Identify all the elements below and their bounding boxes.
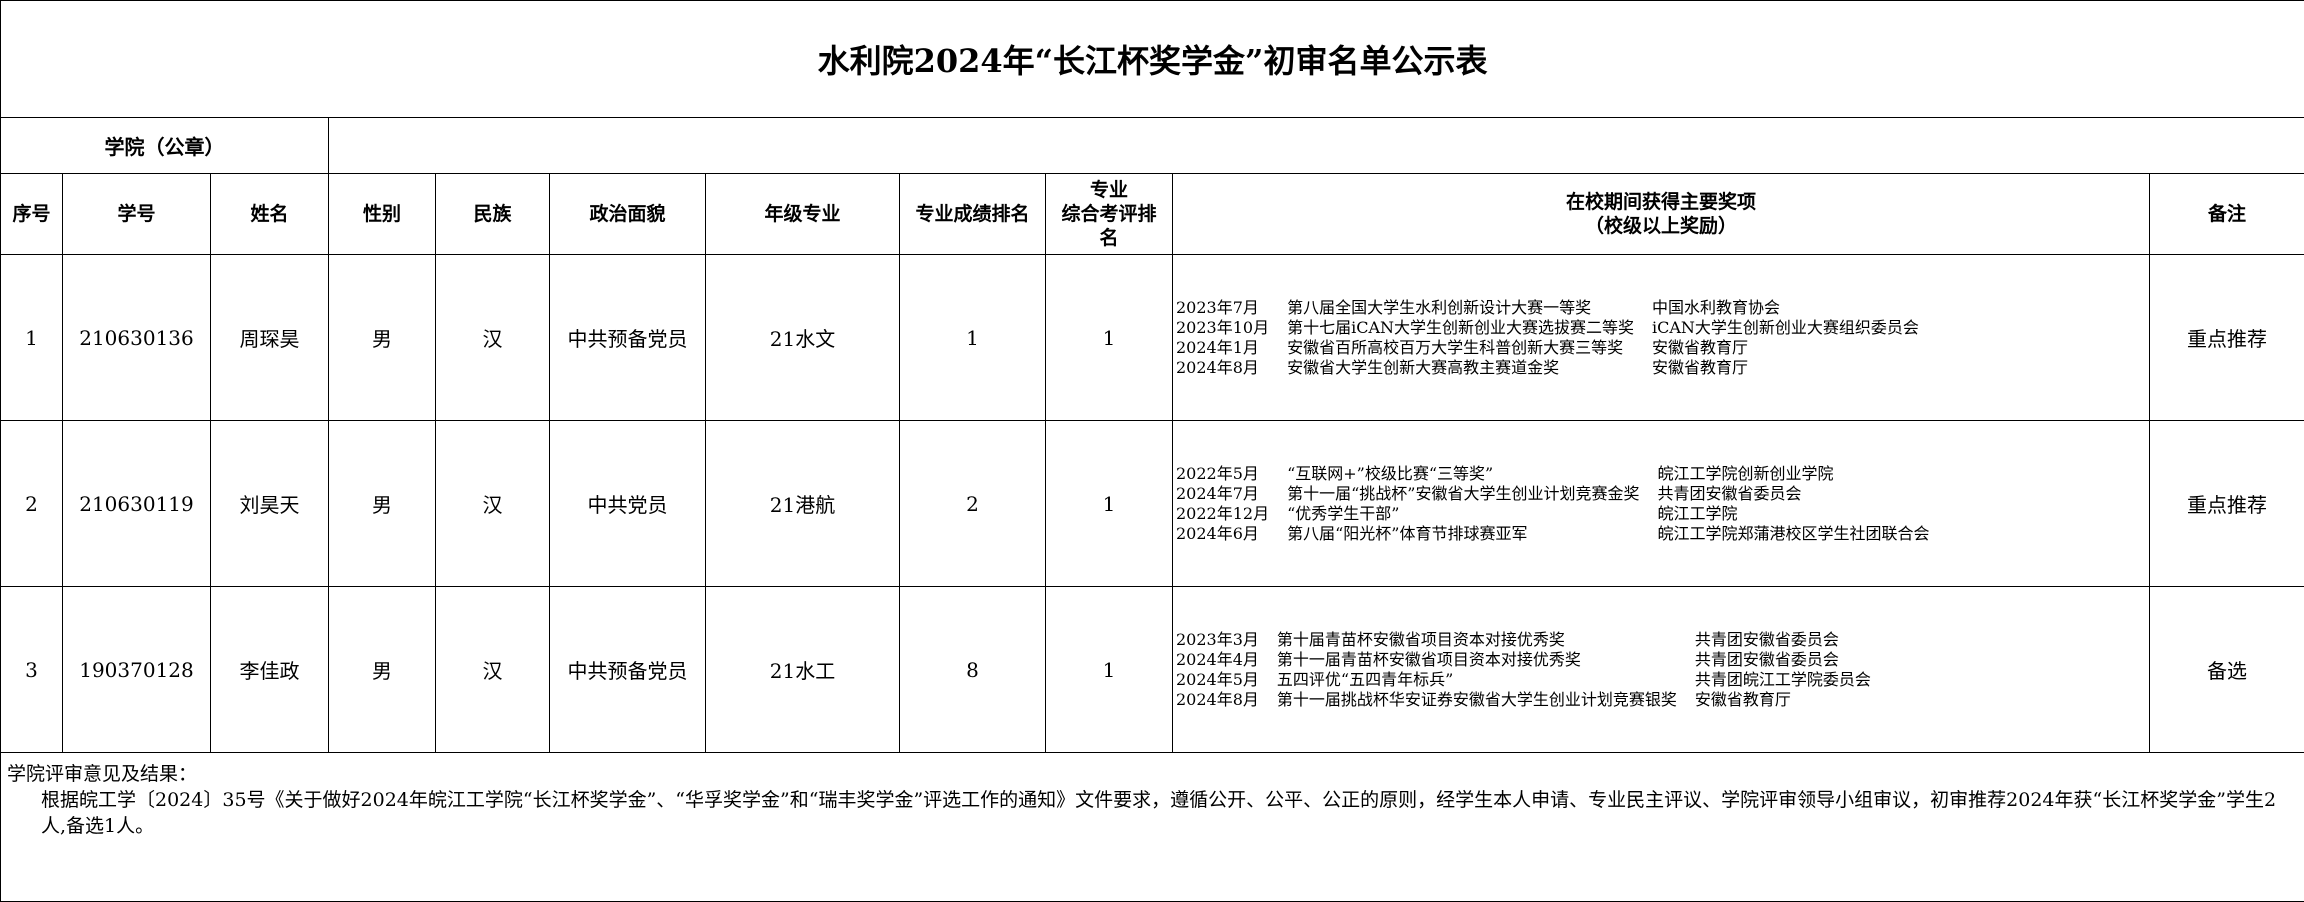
- header-awards-line: （校级以上奖励）: [1173, 214, 2149, 238]
- header-score-rank: 专业成绩排名: [900, 174, 1046, 255]
- award-org: iCAN大学生创新创业大赛组织委员会: [1652, 318, 1919, 337]
- award-name: 第八届全国大学生水利创新设计大赛一等奖: [1287, 298, 1634, 317]
- award-org: 安徽省教育厅: [1652, 338, 1919, 357]
- review-opinion-text: 根据皖工学〔2024〕35号《关于做好2024年皖江工学院“长江杯奖学金”、“华…: [7, 787, 2298, 839]
- award-date: 2024年8月: [1176, 690, 1259, 709]
- award-date: 2024年4月: [1176, 650, 1259, 669]
- cell-grade-major: 21水工: [706, 587, 900, 753]
- header-overall-rank-line: 名: [1046, 226, 1172, 250]
- header-ethnicity: 民族: [436, 174, 550, 255]
- award-org: 共青团皖江工学院委员会: [1695, 670, 1871, 689]
- award-name: “优秀学生干部”: [1287, 504, 1639, 523]
- cell-political-status: 中共预备党员: [550, 255, 706, 421]
- header-overall-rank-line: 综合考评排: [1046, 202, 1172, 226]
- award-list: 2022年5月 “互联网+”校级比赛“三等奖” 皖江工学院创新创业学院 2024年7月…: [1176, 464, 2149, 543]
- award-org: 皖江工学院: [1657, 504, 1929, 523]
- cell-name: 李佳政: [211, 587, 329, 753]
- cell-name: 刘昊天: [211, 421, 329, 587]
- cell-gender: 男: [329, 255, 436, 421]
- cell-score-rank: 1: [900, 255, 1046, 421]
- cell-seq: 2: [1, 421, 63, 587]
- cell-student-id: 210630119: [63, 421, 211, 587]
- award-date: 2023年7月: [1176, 298, 1269, 317]
- cell-gender: 男: [329, 587, 436, 753]
- award-org: 共青团安徽省委员会: [1695, 650, 1871, 669]
- cell-score-rank: 2: [900, 421, 1046, 587]
- cell-awards: 2023年7月第八届全国大学生水利创新设计大赛一等奖中国水利教育协会 2023年1…: [1173, 255, 2150, 421]
- award-name: 第十一届“挑战杯”安徽省大学生创业计划竞赛金奖: [1287, 484, 1639, 503]
- award-name: 五四评优“五四青年标兵”: [1277, 670, 1677, 689]
- header-awards-line: 在校期间获得主要奖项: [1173, 190, 2149, 214]
- review-opinion: 学院评审意见及结果： 根据皖工学〔2024〕35号《关于做好2024年皖江工学院…: [1, 753, 2304, 902]
- cell-ethnicity: 汉: [436, 255, 550, 421]
- award-date: 2024年6月: [1176, 524, 1269, 543]
- cell-gender: 男: [329, 421, 436, 587]
- award-name: 第十届青苗杯安徽省项目资本对接优秀奖: [1277, 630, 1677, 649]
- award-list: 2023年3月第十届青苗杯安徽省项目资本对接优秀奖共青团安徽省委员会 2024年4…: [1176, 630, 2149, 709]
- award-org: 皖江工学院郑蒲港校区学生社团联合会: [1657, 524, 1929, 543]
- header-grade-major: 年级专业: [706, 174, 900, 255]
- header-student-id: 学号: [63, 174, 211, 255]
- header-name: 姓名: [211, 174, 329, 255]
- cell-remark: 重点推荐: [2150, 255, 2304, 421]
- cell-seq: 1: [1, 255, 63, 421]
- cell-awards: 2023年3月第十届青苗杯安徽省项目资本对接优秀奖共青团安徽省委员会 2024年4…: [1173, 587, 2150, 753]
- award-date: 2022年12月: [1176, 504, 1269, 523]
- header-awards: 在校期间获得主要奖项 （校级以上奖励）: [1173, 174, 2150, 255]
- header-overall-rank-line: 专业: [1046, 178, 1172, 202]
- cell-overall-rank: 1: [1046, 421, 1173, 587]
- award-list: 2023年7月第八届全国大学生水利创新设计大赛一等奖中国水利教育协会 2023年1…: [1176, 298, 2149, 377]
- cell-student-id: 190370128: [63, 587, 211, 753]
- award-name: 第八届“阳光杯”体育节排球赛亚军: [1287, 524, 1639, 543]
- header-overall-rank: 专业 综合考评排 名: [1046, 174, 1173, 255]
- cell-remark: 重点推荐: [2150, 421, 2304, 587]
- cell-ethnicity: 汉: [436, 587, 550, 753]
- award-org: 安徽省教育厅: [1652, 358, 1919, 377]
- award-name: “互联网+”校级比赛“三等奖”: [1287, 464, 1639, 483]
- cell-ethnicity: 汉: [436, 421, 550, 587]
- cell-overall-rank: 1: [1046, 255, 1173, 421]
- award-org: 中国水利教育协会: [1652, 298, 1919, 317]
- award-date: 2023年3月: [1176, 630, 1259, 649]
- award-date: 2024年8月: [1176, 358, 1269, 377]
- cell-seq: 3: [1, 587, 63, 753]
- award-name: 第十七届iCAN大学生创新创业大赛选拔赛二等奖: [1287, 318, 1634, 337]
- review-opinion-label: 学院评审意见及结果：: [7, 761, 2298, 787]
- cell-score-rank: 8: [900, 587, 1046, 753]
- cell-name: 周琛昊: [211, 255, 329, 421]
- award-date: 2023年10月: [1176, 318, 1269, 337]
- header-gender: 性别: [329, 174, 436, 255]
- cell-student-id: 210630136: [63, 255, 211, 421]
- award-date: 2022年5月: [1176, 464, 1269, 483]
- award-date: 2024年5月: [1176, 670, 1259, 689]
- cell-overall-rank: 1: [1046, 587, 1173, 753]
- header-political-status: 政治面貌: [550, 174, 706, 255]
- college-seal-label: 学院（公章）: [1, 118, 329, 174]
- college-seal-cell: [329, 118, 2304, 174]
- award-name: 第十一届青苗杯安徽省项目资本对接优秀奖: [1277, 650, 1677, 669]
- cell-political-status: 中共党员: [550, 421, 706, 587]
- award-name: 安徽省大学生创新大赛高教主赛道金奖: [1287, 358, 1634, 377]
- award-name: 第十一届挑战杯华安证券安徽省大学生创业计划竞赛银奖: [1277, 690, 1677, 709]
- award-date: 2024年7月: [1176, 484, 1269, 503]
- award-org: 安徽省教育厅: [1695, 690, 1871, 709]
- cell-grade-major: 21水文: [706, 255, 900, 421]
- award-org: 共青团安徽省委员会: [1657, 484, 1929, 503]
- cell-political-status: 中共预备党员: [550, 587, 706, 753]
- page-title: 水利院2024年“长江杯奖学金”初审名单公示表: [1, 1, 2304, 118]
- cell-grade-major: 21港航: [706, 421, 900, 587]
- award-date: 2024年1月: [1176, 338, 1269, 357]
- cell-remark: 备选: [2150, 587, 2304, 753]
- award-org: 共青团安徽省委员会: [1695, 630, 1871, 649]
- header-seq: 序号: [1, 174, 63, 255]
- header-row: 序号 学号 姓名 性别 民族 政治面貌 年级专业 专业成绩排名 专业 综合考评排…: [1, 174, 2304, 255]
- header-remark: 备注: [2150, 174, 2304, 255]
- award-org: 皖江工学院创新创业学院: [1657, 464, 1929, 483]
- award-name: 安徽省百所高校百万大学生科普创新大赛三等奖: [1287, 338, 1634, 357]
- cell-awards: 2022年5月 “互联网+”校级比赛“三等奖” 皖江工学院创新创业学院 2024年7月…: [1173, 421, 2150, 587]
